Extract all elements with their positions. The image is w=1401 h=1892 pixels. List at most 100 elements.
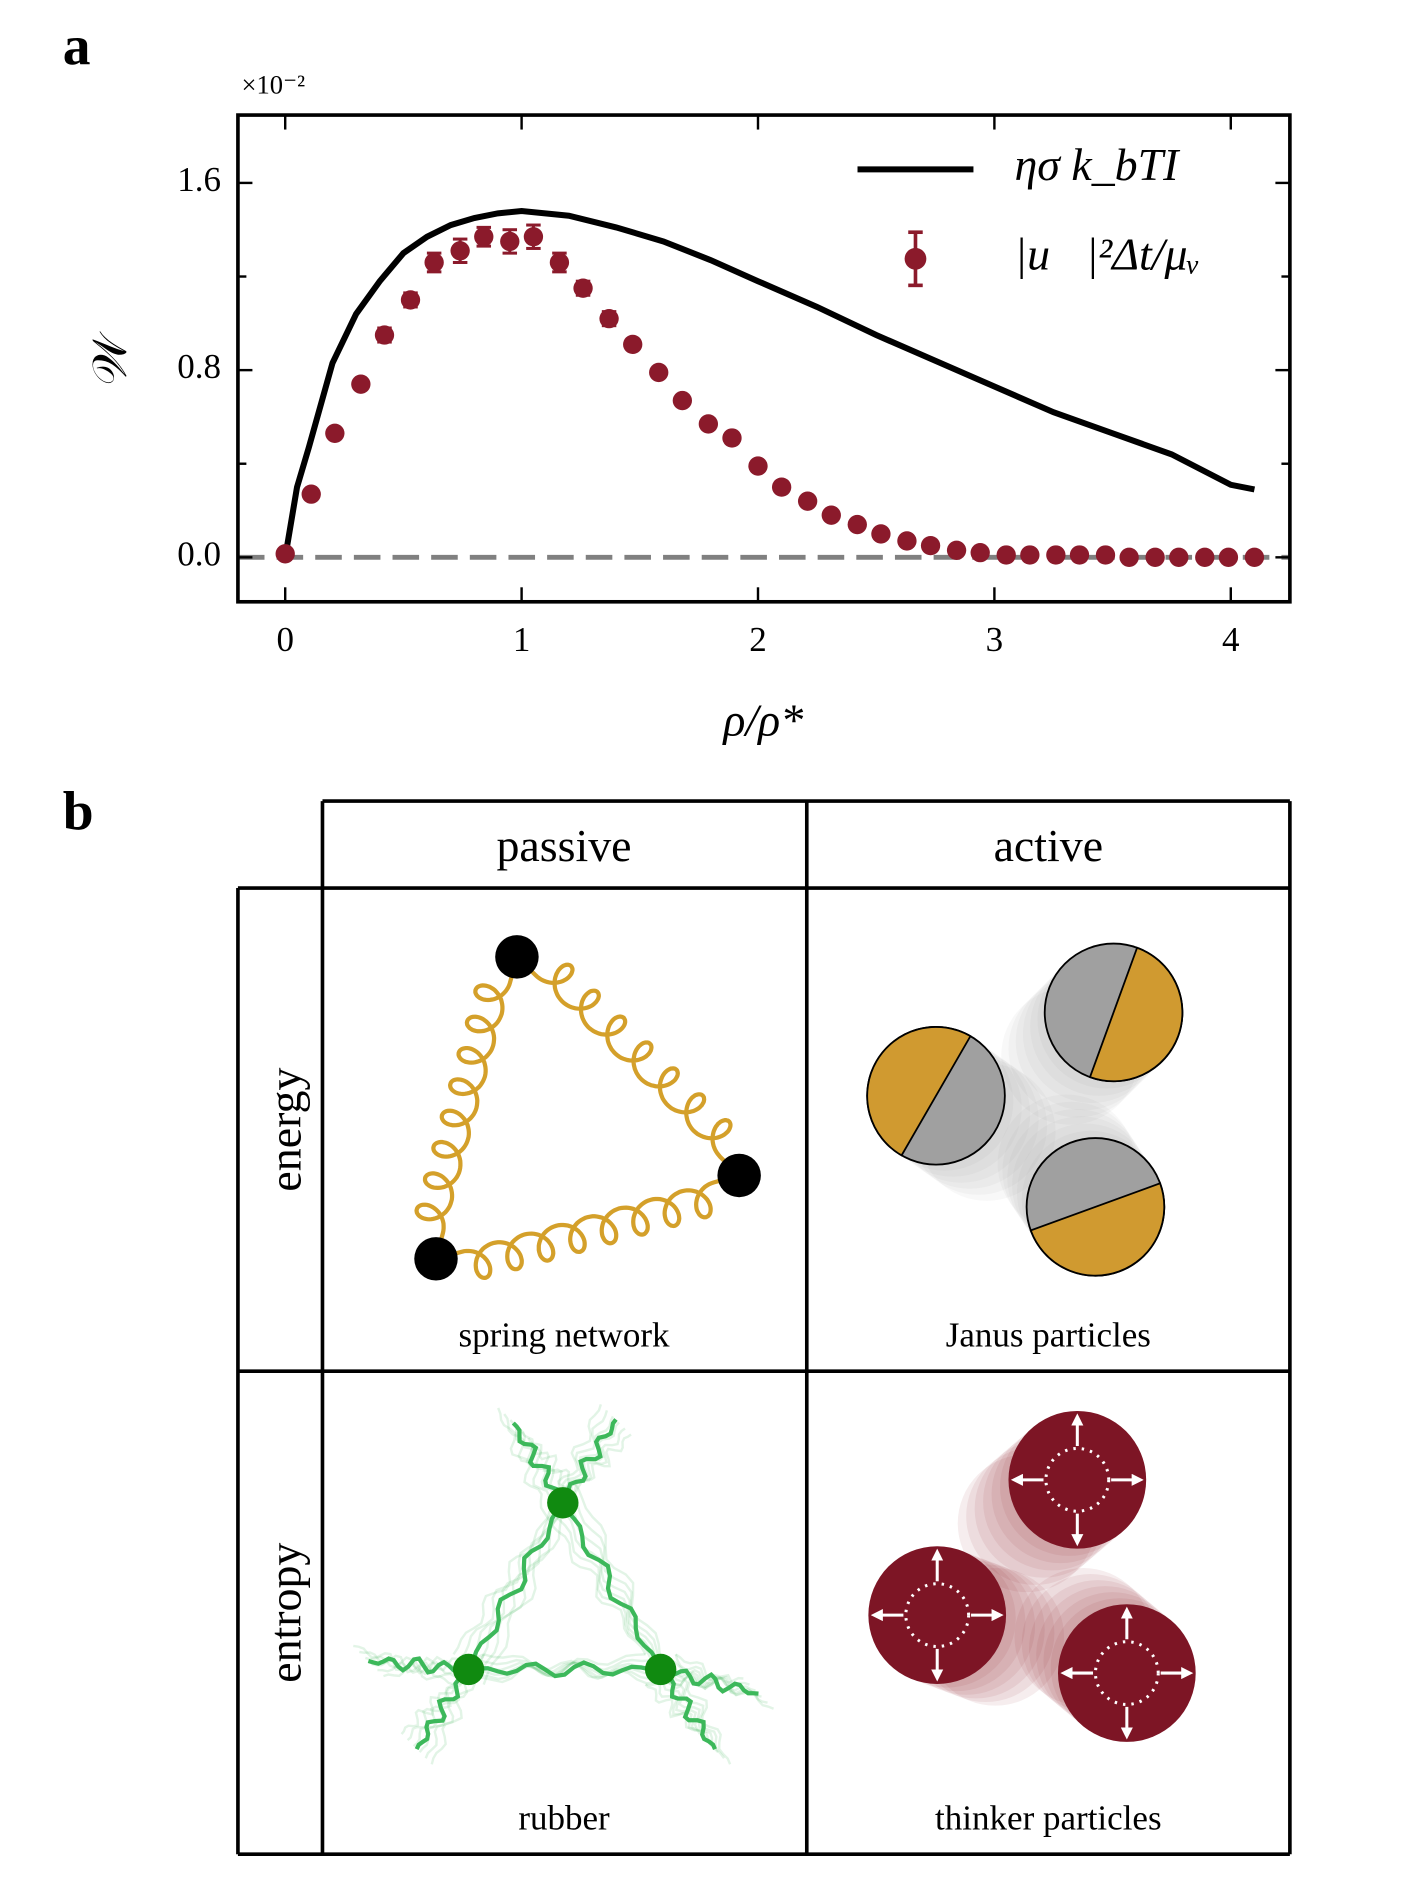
point (722, 428, 742, 448)
y-tick-label: 0.0 (177, 534, 221, 573)
chain (367, 1656, 469, 1675)
chain-shadow (359, 1650, 461, 1680)
point (400, 290, 421, 310)
y-axis-label: 𝒲 (84, 332, 137, 386)
chain-shadow (576, 1433, 632, 1489)
error-point (748, 456, 768, 476)
error-point (1046, 545, 1066, 565)
error-point (970, 542, 990, 563)
crosslink (644, 1653, 677, 1686)
error-point (698, 414, 719, 434)
chain-shadow (464, 1505, 561, 1668)
error-point (672, 390, 693, 411)
chain-shadow (552, 1511, 653, 1661)
point (871, 524, 891, 544)
point (821, 505, 841, 525)
error-point (1218, 547, 1239, 567)
error-point (500, 228, 520, 255)
spring-node (717, 1153, 761, 1198)
x-tick-label: 3 (986, 620, 1004, 659)
point (698, 414, 719, 434)
point (797, 491, 818, 511)
chain-shadow (412, 1671, 467, 1748)
thinker-core (1093, 1640, 1160, 1706)
point (748, 456, 768, 476)
cell-caption: rubber (518, 1799, 610, 1838)
error-point (920, 535, 941, 556)
chain-shadow (576, 1487, 677, 1686)
chain-shadow (477, 1658, 670, 1681)
point (374, 325, 395, 345)
chain-shadow (570, 1493, 671, 1680)
chain (466, 1501, 565, 1671)
chain-shadow (365, 1655, 467, 1675)
error-point (1169, 547, 1189, 567)
x-axis-label: ρ/ρ* (721, 695, 803, 746)
error-point (996, 545, 1016, 565)
multiplier: ×10⁻² (242, 69, 306, 99)
point (649, 362, 669, 383)
error-point (325, 423, 345, 443)
point (1244, 547, 1265, 567)
point (1119, 547, 1139, 567)
chain-shadow (558, 1505, 659, 1668)
error-point (649, 362, 669, 383)
point (500, 231, 520, 252)
point (1095, 545, 1116, 565)
error-point (771, 477, 792, 497)
spring-node (414, 1237, 458, 1281)
chain-shadow (482, 1487, 580, 1685)
error-point (374, 325, 395, 345)
error-point (400, 290, 421, 310)
point (920, 535, 941, 556)
point (474, 227, 494, 247)
thinker-particle (1057, 1604, 1196, 1742)
chain-shadow (674, 1654, 732, 1765)
point (1069, 545, 1090, 565)
error-point (1195, 547, 1215, 567)
table-grid (236, 799, 1292, 1857)
error-point (301, 484, 321, 504)
thinker-particle (868, 1546, 1007, 1684)
error-point (275, 544, 295, 564)
point (623, 334, 643, 355)
error-point (573, 278, 593, 298)
chain (468, 1660, 661, 1679)
point (672, 390, 693, 411)
chain (659, 1667, 759, 1696)
point (1020, 545, 1040, 565)
point (573, 278, 593, 298)
x-tick-label: 1 (513, 620, 531, 659)
cell-caption: spring network (458, 1316, 670, 1355)
legend-label: |u⃗|²Δt/μᵥ (1015, 228, 1201, 279)
janus-cap (1029, 1182, 1166, 1277)
chain-shadow (650, 1677, 707, 1741)
error-point (599, 308, 619, 329)
chain-shadow (546, 1517, 647, 1655)
point (599, 308, 619, 329)
legend-swatch (904, 247, 927, 270)
axes-frame (236, 113, 1292, 604)
point (275, 544, 295, 564)
janus-cap (866, 1026, 972, 1157)
y-tick-label: 1.6 (177, 160, 221, 199)
plot: 0 1 2 3 4 0.0 0.8 1.6 ησ k_bTI |u⃗|²Δt/μᵥ (177, 113, 1292, 659)
point (771, 477, 792, 497)
error-point (821, 505, 841, 525)
chain (560, 1501, 663, 1671)
error-point (523, 223, 544, 250)
chain-shadow (465, 1661, 658, 1678)
error-point (351, 374, 371, 394)
point (996, 545, 1016, 565)
spring-node (495, 935, 539, 979)
crosslink (547, 1487, 579, 1519)
error-point (450, 237, 470, 264)
chain (414, 1668, 471, 1751)
thinker-core (904, 1582, 971, 1649)
line (282, 207, 1256, 558)
error-point (623, 334, 643, 355)
point (1145, 547, 1165, 567)
error-point (1069, 545, 1090, 565)
chain (658, 1668, 717, 1750)
error-point (871, 524, 891, 544)
